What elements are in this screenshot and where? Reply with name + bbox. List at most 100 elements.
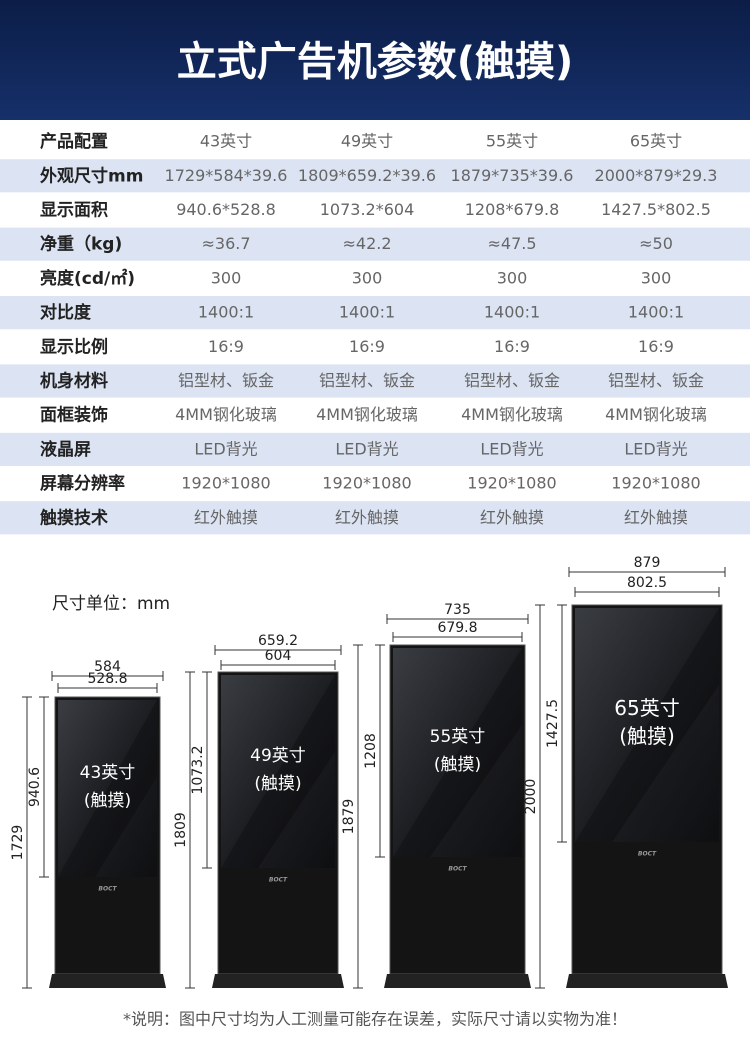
cell: ≈50 xyxy=(639,234,673,253)
screen-touch: (触摸) xyxy=(84,791,131,811)
title: 立式广告机参数(触摸) xyxy=(177,39,574,85)
cell: 红外触摸 xyxy=(480,508,544,527)
screen-size: 43英寸 xyxy=(80,763,136,783)
cell: 铝型材、钣金 xyxy=(464,371,560,390)
cell: 红外触摸 xyxy=(624,508,688,527)
cell: 4MM钢化玻璃 xyxy=(605,405,707,424)
cell: 300 xyxy=(641,268,672,287)
cell: 16:9 xyxy=(638,337,674,356)
dim-label: 1729 xyxy=(10,825,26,861)
cell: 1427.5*802.5 xyxy=(601,200,711,219)
table-row xyxy=(0,432,750,467)
cell: LED背光 xyxy=(194,439,257,458)
dim-label: 604 xyxy=(265,648,292,664)
table-row xyxy=(0,261,750,296)
cell: 4MM钢化玻璃 xyxy=(175,405,277,424)
row-label: 显示面积 xyxy=(40,201,108,221)
table-row xyxy=(0,227,750,262)
screen-touch: (触摸) xyxy=(434,755,481,775)
dim-label: 1427.5 xyxy=(545,699,561,748)
screen-size: 55英寸 xyxy=(430,727,486,747)
cell: 铝型材、钣金 xyxy=(178,371,274,390)
row-label: 面框装饰 xyxy=(40,405,108,426)
cell: 1920*1080 xyxy=(181,474,270,493)
cell: 16:9 xyxy=(349,337,385,356)
dim-label: 879 xyxy=(634,555,661,571)
cell: 4MM钢化玻璃 xyxy=(461,405,563,424)
dim-label: 735 xyxy=(444,602,471,618)
header-band xyxy=(0,0,750,120)
screen-sheen xyxy=(575,608,719,842)
dim-label: 528.8 xyxy=(87,671,127,687)
screen-size: 65英寸 xyxy=(614,696,679,720)
column-header: 49英寸 xyxy=(341,132,393,151)
cell: LED背光 xyxy=(335,439,398,458)
table-row xyxy=(0,364,750,399)
cell: 4MM钢化玻璃 xyxy=(316,405,418,424)
dim-label: 1879 xyxy=(341,799,357,835)
column-header: 55英寸 xyxy=(486,132,538,151)
table-row xyxy=(0,193,750,228)
cell: 1073.2*604 xyxy=(320,200,415,219)
cell: 1208*679.8 xyxy=(465,200,560,219)
footer-note: *说明：图中尺寸均为人工测量可能存在误差，实际尺寸请以实物为准！ xyxy=(123,1010,627,1029)
cell: 940.6*528.8 xyxy=(176,200,276,219)
cell: 1400:1 xyxy=(628,303,684,322)
unit-note: 尺寸单位：mm xyxy=(52,594,170,614)
cell: 红外触摸 xyxy=(335,508,399,527)
table-row xyxy=(0,159,750,194)
dim-label: 659.2 xyxy=(258,633,298,649)
cell: ≈42.2 xyxy=(342,234,391,253)
kiosk-screen xyxy=(221,675,335,868)
table-row xyxy=(0,501,750,536)
dim-label: 940.6 xyxy=(27,767,43,807)
row-label: 产品配置 xyxy=(40,131,108,152)
row-label: 净重（kg) xyxy=(40,234,122,255)
cell: 1400:1 xyxy=(339,303,395,322)
cell: 铝型材、钣金 xyxy=(319,371,415,390)
cell: LED背光 xyxy=(624,439,687,458)
kiosk-screen xyxy=(58,700,157,877)
cell: 1920*1080 xyxy=(322,474,411,493)
brand-logo: BOCT xyxy=(638,851,657,858)
cell: 2000*879*29.3 xyxy=(595,166,718,185)
row-label: 亮度(cd/㎡) xyxy=(40,268,135,289)
cell: 1809*659.2*39.6 xyxy=(298,166,436,185)
brand-logo: BOCT xyxy=(448,866,467,873)
row-label: 液晶屏 xyxy=(40,439,91,460)
kiosk-screen xyxy=(575,608,719,842)
cell: ≈47.5 xyxy=(487,234,536,253)
row-label: 显示比例 xyxy=(40,336,108,357)
table-row xyxy=(0,125,750,160)
table-row xyxy=(0,467,750,502)
row-label: 对比度 xyxy=(40,302,92,323)
cell: 1729*584*39.6 xyxy=(165,166,288,185)
kiosk-base xyxy=(49,974,166,988)
cell: 16:9 xyxy=(208,337,244,356)
screen-touch: (触摸) xyxy=(254,774,301,794)
screen-touch: (触摸) xyxy=(619,724,675,748)
table-row xyxy=(0,296,750,331)
cell: LED背光 xyxy=(480,439,543,458)
cell: 1400:1 xyxy=(198,303,254,322)
cell: ≈36.7 xyxy=(201,234,250,253)
row-label: 外观尺寸mm xyxy=(40,165,143,186)
dim-label: 1073.2 xyxy=(190,746,206,795)
row-label: 机身材料 xyxy=(40,371,108,392)
cell: 1920*1080 xyxy=(467,474,556,493)
screen-sheen xyxy=(221,675,335,868)
cell: 16:9 xyxy=(494,337,530,356)
table-row xyxy=(0,330,750,365)
screen-sheen xyxy=(393,648,522,857)
dim-label: 1809 xyxy=(173,812,189,848)
cell: 300 xyxy=(211,268,242,287)
cell: 铝型材、钣金 xyxy=(608,371,704,390)
column-header: 65英寸 xyxy=(630,132,682,151)
row-label: 屏幕分辨率 xyxy=(40,473,125,494)
dim-label: 584 xyxy=(94,659,121,675)
kiosk-base xyxy=(384,974,531,988)
kiosk-screen xyxy=(393,648,522,857)
column-header: 43英寸 xyxy=(200,132,252,151)
dim-label: 679.8 xyxy=(437,620,477,636)
cell: 红外触摸 xyxy=(194,508,258,527)
